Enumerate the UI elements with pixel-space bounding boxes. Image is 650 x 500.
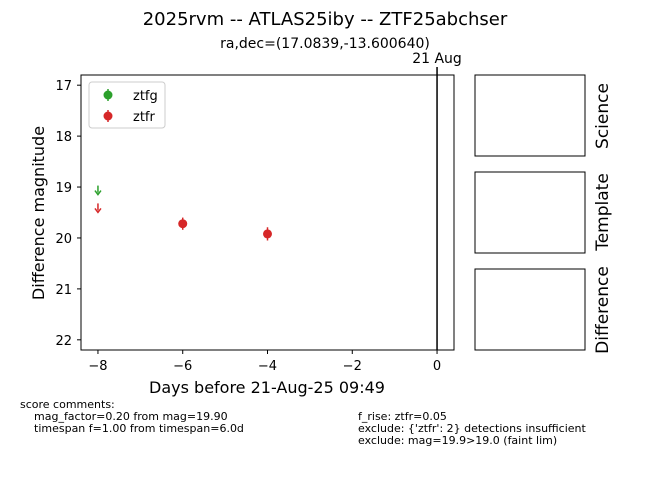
plot-area: −8 −6 −4 −2 0 17 18 19 20 21 22 — [55, 67, 455, 374]
x-tick-label: −8 — [88, 359, 107, 374]
legend-label: ztfr — [133, 110, 155, 125]
x-tick-label: −4 — [258, 359, 277, 374]
data-point — [178, 219, 188, 229]
science-stamp — [474, 74, 586, 157]
y-tick-label: 19 — [55, 181, 72, 196]
score-comment-left-2: timespan f=1.00 from timespan=6.0d — [34, 422, 244, 435]
data-point — [263, 229, 272, 239]
score-comment-right-1: f_rise: ztfr=0.05 — [358, 410, 447, 423]
y-tick-label: 17 — [55, 79, 72, 94]
template-stamp-label: Template — [593, 173, 613, 252]
date-marker-label: 21 Aug — [412, 51, 462, 67]
upper-limit-arrowhead — [94, 207, 102, 214]
y-tick-label: 22 — [55, 334, 72, 349]
y-tick-label: 18 — [55, 130, 72, 145]
upper-limit-arrowhead — [94, 190, 102, 196]
x-tick-label: −6 — [173, 359, 192, 374]
y-axis-label: Difference magnitude — [29, 126, 48, 300]
score-comments-header: score comments: — [20, 398, 115, 411]
score-comment-left-1: mag_factor=0.20 from mag=19.90 — [34, 410, 228, 423]
legend-label: ztfg — [133, 89, 158, 104]
legend-marker — [103, 111, 113, 121]
template-stamp — [474, 171, 586, 254]
x-tick-label: 0 — [433, 359, 441, 374]
difference-stamp — [474, 268, 586, 351]
y-tick-label: 20 — [55, 232, 72, 247]
x-tick-label: −2 — [343, 359, 362, 374]
chart-subtitle: ra,dec=(17.0839,-13.600640) — [220, 36, 430, 52]
y-tick-label: 21 — [55, 283, 72, 298]
legend: ztfg ztfr — [88, 81, 166, 129]
score-comment-right-3: exclude: mag=19.9>19.0 (faint lim) — [358, 434, 558, 447]
science-stamp-label: Science — [593, 83, 613, 149]
difference-stamp-label: Difference — [593, 266, 613, 354]
legend-marker — [103, 90, 113, 100]
score-comment-right-2: exclude: {'ztfr': 2} detections insuffic… — [358, 422, 586, 435]
chart-title: 2025rvm -- ATLAS25iby -- ZTF25abchser — [143, 9, 508, 30]
x-axis-label: Days before 21-Aug-25 09:49 — [149, 378, 385, 397]
